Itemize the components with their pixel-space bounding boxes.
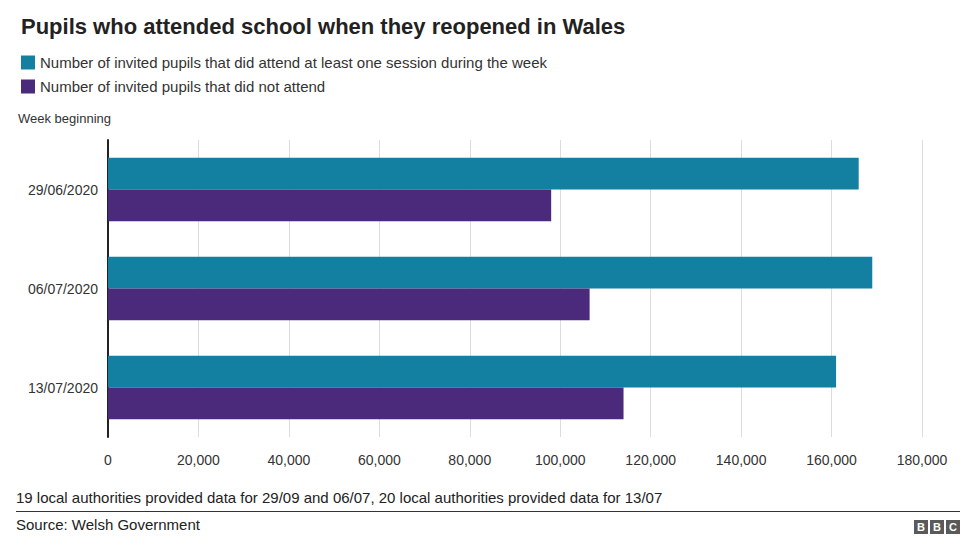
svg-text:20,000: 20,000: [177, 452, 220, 468]
svg-text:B: B: [917, 521, 925, 533]
svg-text:06/07/2020: 06/07/2020: [28, 281, 98, 297]
svg-text:120,000: 120,000: [625, 452, 676, 468]
svg-text:100,000: 100,000: [535, 452, 586, 468]
svg-text:160,000: 160,000: [806, 452, 857, 468]
svg-text:Pupils who attended school whe: Pupils who attended school when they reo…: [21, 14, 625, 39]
svg-text:180,000: 180,000: [897, 452, 948, 468]
svg-text:40,000: 40,000: [267, 452, 310, 468]
svg-text:B: B: [933, 521, 941, 533]
svg-text:80,000: 80,000: [448, 452, 491, 468]
svg-text:19 local authorities provided: 19 local authorities provided data for 2…: [16, 489, 662, 506]
svg-text:Source: Welsh Government: Source: Welsh Government: [16, 516, 201, 533]
svg-text:140,000: 140,000: [716, 452, 767, 468]
svg-text:60,000: 60,000: [358, 452, 401, 468]
svg-text:Week beginning: Week beginning: [18, 111, 111, 126]
svg-text:Number of invited pupils that: Number of invited pupils that did attend…: [40, 54, 547, 71]
svg-text:0: 0: [104, 452, 112, 468]
svg-text:C: C: [949, 521, 957, 533]
svg-text:13/07/2020: 13/07/2020: [28, 380, 98, 396]
svg-text:Number of invited pupils that: Number of invited pupils that did not at…: [40, 78, 325, 95]
svg-text:29/06/2020: 29/06/2020: [28, 182, 98, 198]
